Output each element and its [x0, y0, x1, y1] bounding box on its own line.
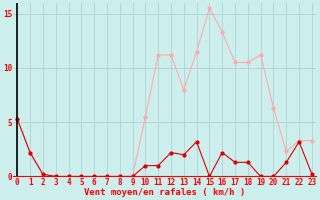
X-axis label: Vent moyen/en rafales ( km/h ): Vent moyen/en rafales ( km/h ) — [84, 188, 245, 197]
